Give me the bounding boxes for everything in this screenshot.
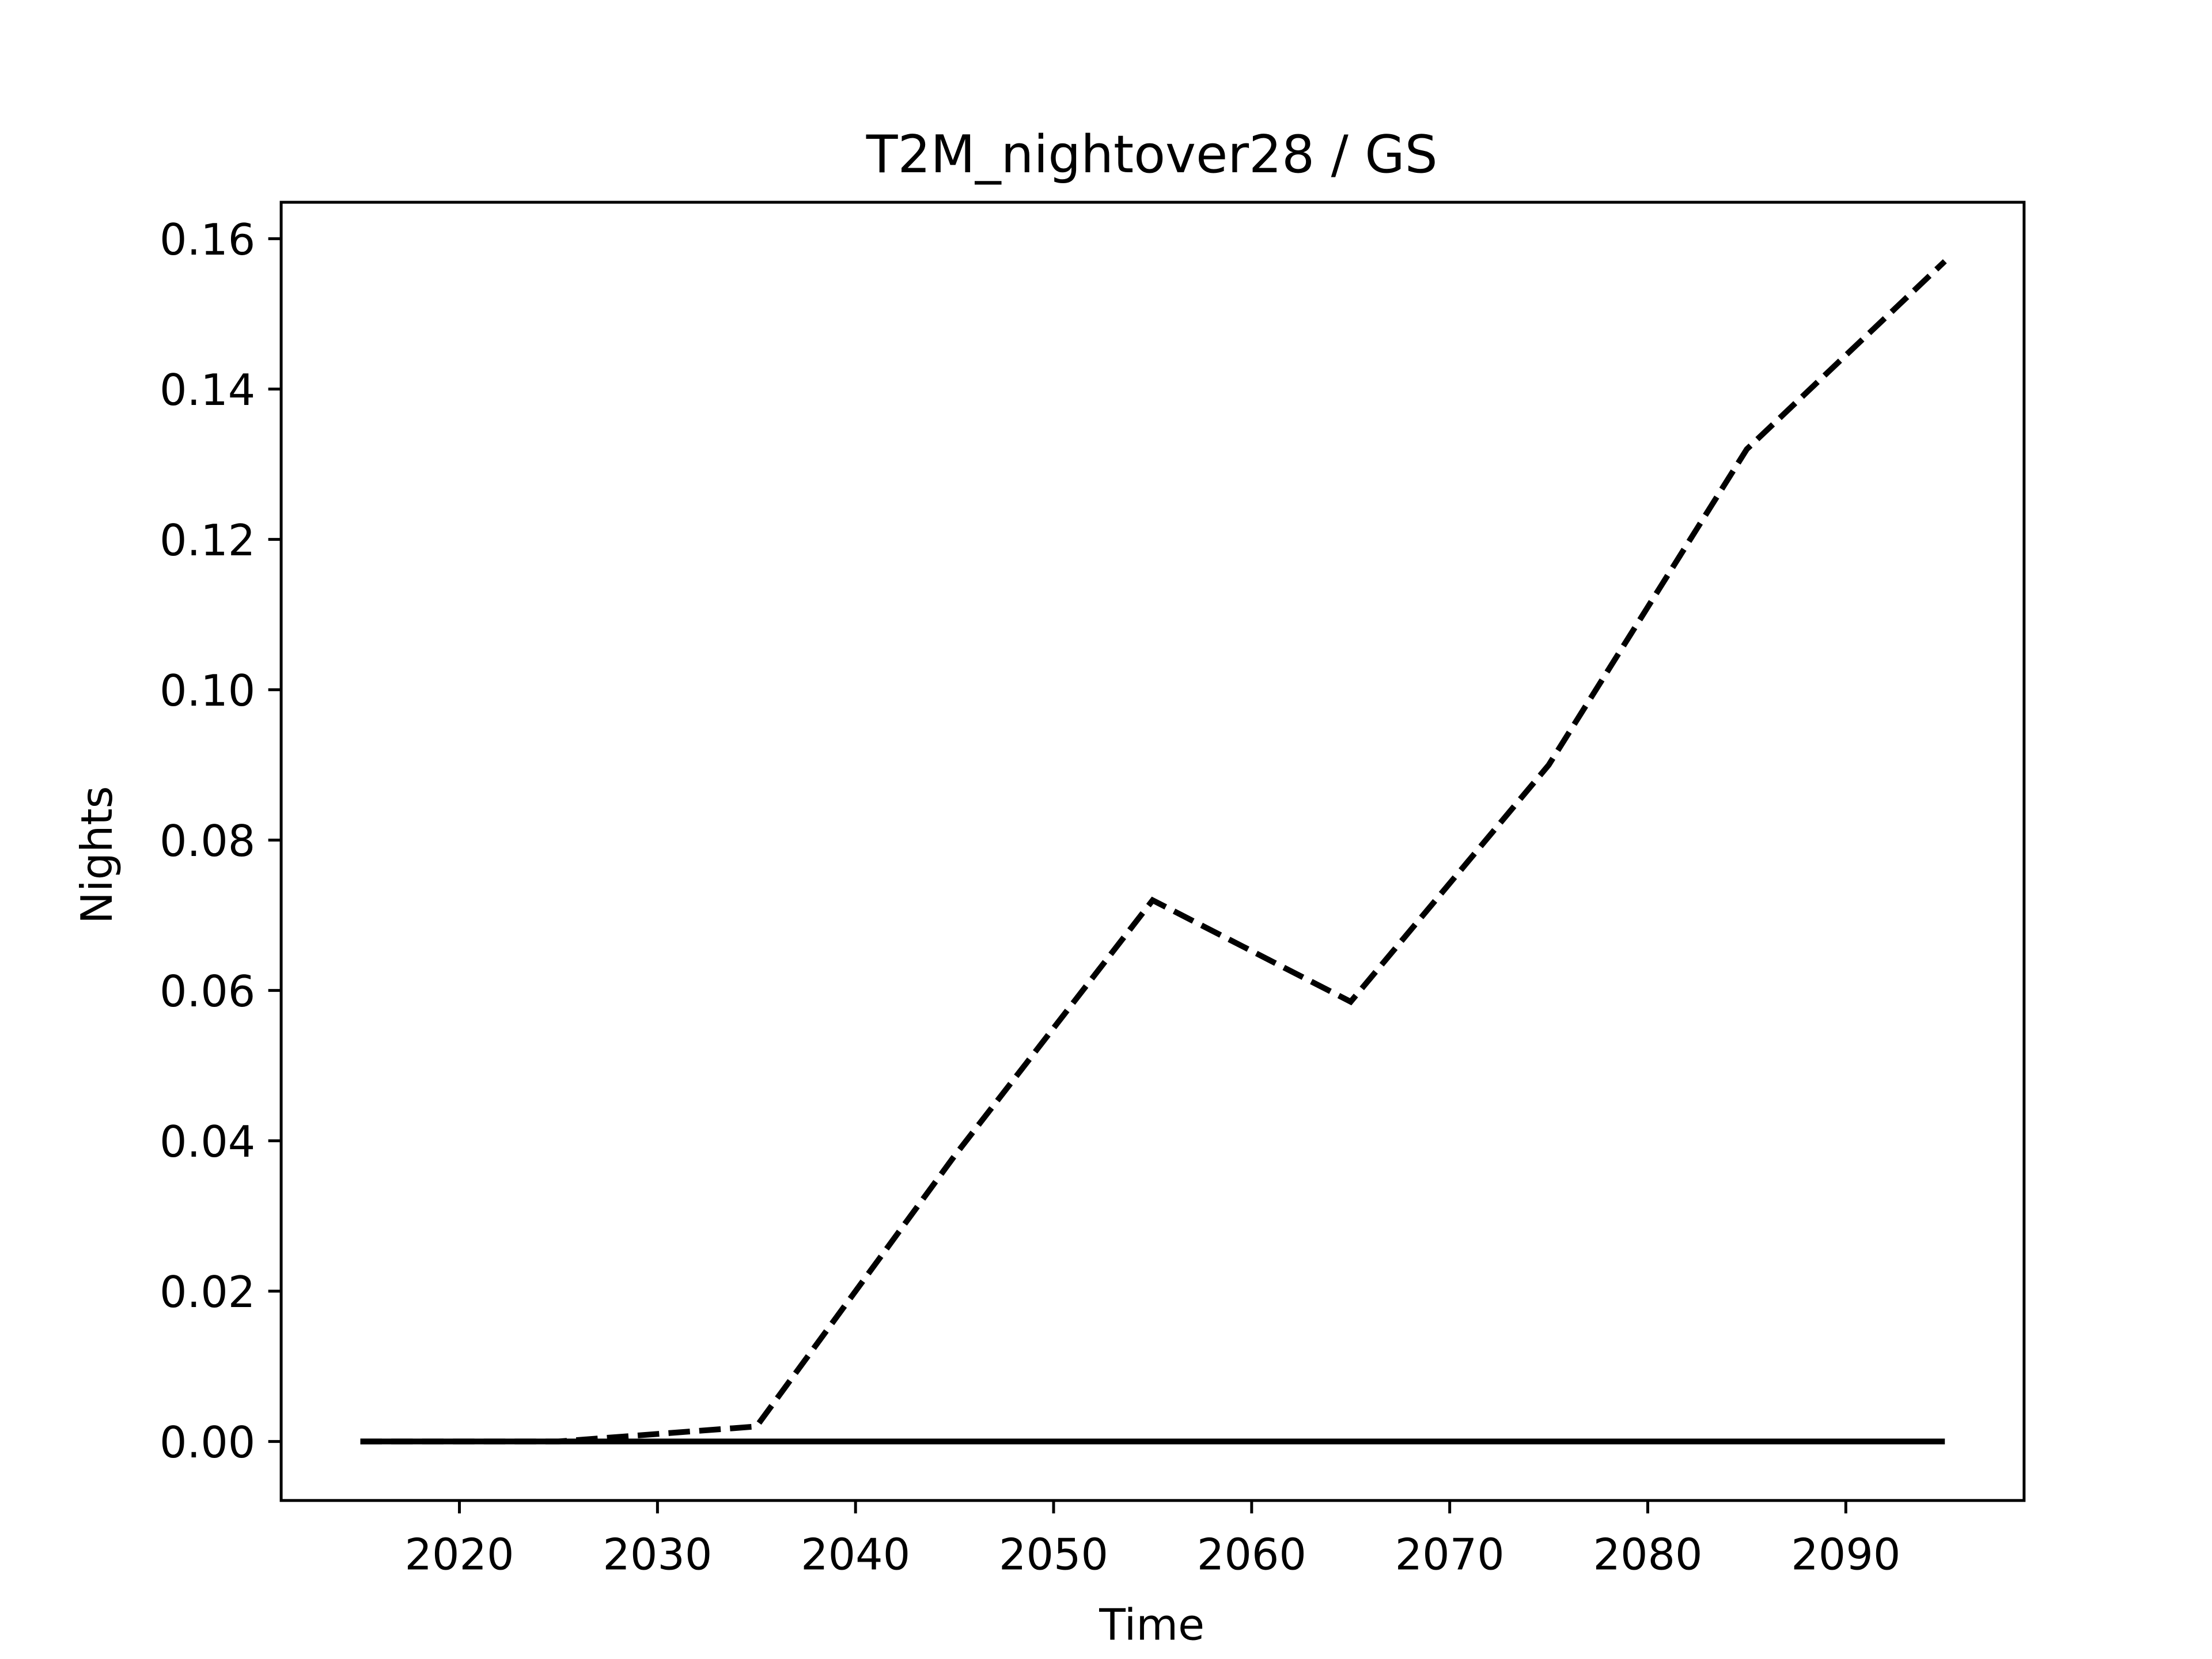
x-axis-label: Time	[1099, 1600, 1205, 1650]
x-tick-label: 2020	[404, 1529, 514, 1580]
x-tick-label: 2030	[603, 1529, 712, 1580]
x-tick-label: 2050	[999, 1529, 1108, 1580]
x-tick-label: 2090	[1791, 1529, 1900, 1580]
x-tick-label: 2040	[801, 1529, 910, 1580]
y-tick-label: 0.12	[160, 516, 255, 566]
plot-frame	[279, 200, 2026, 1502]
y-tick-label: 0.06	[160, 967, 255, 1017]
y-tick-label: 0.00	[160, 1418, 255, 1468]
chart-title: T2M_nightover28 / GS	[866, 125, 1438, 185]
y-tick-label: 0.10	[160, 666, 255, 716]
y-tick-label: 0.16	[160, 215, 255, 265]
y-tick-label: 0.08	[160, 816, 255, 866]
x-tick-label: 2070	[1395, 1529, 1505, 1580]
y-tick-label: 0.14	[160, 365, 255, 415]
x-tick-label: 2060	[1197, 1529, 1306, 1580]
y-axis-label: Nights	[72, 786, 122, 924]
y-tick-label: 0.02	[160, 1267, 255, 1317]
y-tick-label: 0.04	[160, 1117, 255, 1167]
data-line	[360, 259, 1947, 1445]
x-tick-label: 2080	[1593, 1529, 1702, 1580]
